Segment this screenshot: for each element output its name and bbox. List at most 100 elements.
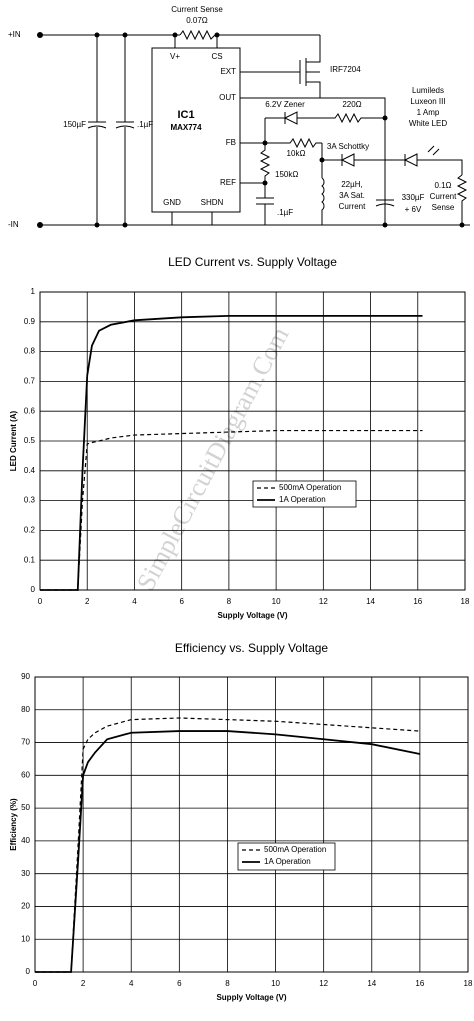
x-tick-label: 4 [132,597,137,606]
x-tick-label: 4 [129,979,134,988]
node [319,157,325,163]
y-axis-label: LED Current (A) [9,410,18,471]
pin-label: OUT [219,93,236,102]
capacitor [87,35,107,225]
label: 6.2V Zener [265,100,305,109]
label: 22µH, [341,180,363,189]
y-tick-label: 40 [21,836,30,845]
x-tick-label: 18 [464,979,473,988]
x-tick-label: 14 [366,597,375,606]
wire [240,118,322,149]
series-line [40,429,423,591]
y-axis-label: Efficiency (%) [9,798,18,851]
y-tick-label: 0.3 [24,496,36,505]
x-tick-label: 8 [227,597,232,606]
label: 150µF [63,120,86,129]
terminal [37,32,43,38]
label: .1µF [277,208,293,217]
label: 330µF [402,193,425,202]
y-tick-label: 90 [21,672,30,681]
legend-box [252,480,357,508]
resistor [240,143,271,198]
y-tick-label: 0 [26,967,31,976]
label: -IN [8,220,19,229]
mosfet [240,35,321,98]
label: 150kΩ [275,170,298,179]
label: 10kΩ [287,149,306,158]
pin-label: GND [163,198,181,207]
plot-frame [34,676,469,973]
series-line [35,717,420,973]
label: Sense [432,203,455,212]
label: + 6V [405,205,422,214]
label: Current [430,192,457,201]
inductor [321,177,325,225]
pin-label: V+ [170,52,180,61]
y-tick-label: 0.7 [24,377,36,386]
y-tick-label: 30 [21,869,30,878]
y-tick-label: 0.5 [24,436,36,445]
ic-part: MAX774 [170,123,202,132]
label: 3A Schottky [327,142,369,151]
x-axis-label: Supply Voltage (V) [217,611,287,620]
pin-label: FB [226,138,236,147]
label: 0.1Ω [434,181,451,190]
label: 1 Amp [417,108,440,117]
y-tick-label: 70 [21,738,30,747]
pin-wire [171,35,218,225]
label: White LED [409,119,447,128]
series-line [40,314,423,591]
node [382,222,388,228]
chart-title: Efficiency vs. Supply Voltage [175,641,329,655]
y-tick-label: 20 [21,902,30,911]
node [262,140,268,146]
terminal [37,222,43,228]
resistor [456,174,468,225]
label: 0.07Ω [186,16,208,25]
x-tick-label: 10 [272,597,281,606]
x-tick-label: 8 [225,979,230,988]
x-tick-label: 16 [413,597,422,606]
resistor [179,29,216,41]
y-tick-label: 60 [21,770,30,779]
x-tick-label: 6 [177,979,182,988]
x-tick-label: 16 [415,979,424,988]
capacitor [256,197,274,225]
label: Current Sense [171,5,223,14]
y-tick-label: 0.8 [24,347,36,356]
watermark: SimpleCircuitDiagram.Com [131,322,295,595]
ic-body [151,47,241,213]
x-tick-label: 6 [179,597,184,606]
capacitor [115,35,135,225]
x-tick-label: 2 [81,979,86,988]
x-axis-label: Supply Voltage (V) [216,993,286,1002]
node [459,222,465,228]
y-tick-label: 0.1 [24,555,36,564]
y-tick-label: 0 [31,585,36,594]
x-tick-label: 12 [319,597,328,606]
x-tick-label: 10 [271,979,280,988]
x-tick-label: 14 [367,979,376,988]
legend-label: 500mA Operation [279,483,341,492]
x-tick-label: 0 [38,597,43,606]
label: Luxeon III [410,97,445,106]
pin-label: EXT [220,67,236,76]
y-tick-label: 10 [21,934,30,943]
y-tick-label: 0.9 [24,317,36,326]
y-tick-label: 50 [21,803,30,812]
wire [240,97,386,225]
y-tick-label: 0.4 [24,466,36,475]
y-tick-label: 0.2 [24,526,36,535]
x-tick-label: 0 [33,979,38,988]
label: 3A Sat. [339,191,365,200]
y-tick-label: 80 [21,705,30,714]
pin-label: SHDN [201,198,224,207]
y-tick-label: 0.6 [24,406,36,415]
rail [40,34,470,226]
y-tick-label: 1 [31,287,36,296]
node [262,180,268,186]
schematic: +IN -IN Current Sense 0.07Ω V+ CS EXT OU… [8,5,470,229]
series-line [35,730,421,973]
label: .1µF [137,120,153,129]
